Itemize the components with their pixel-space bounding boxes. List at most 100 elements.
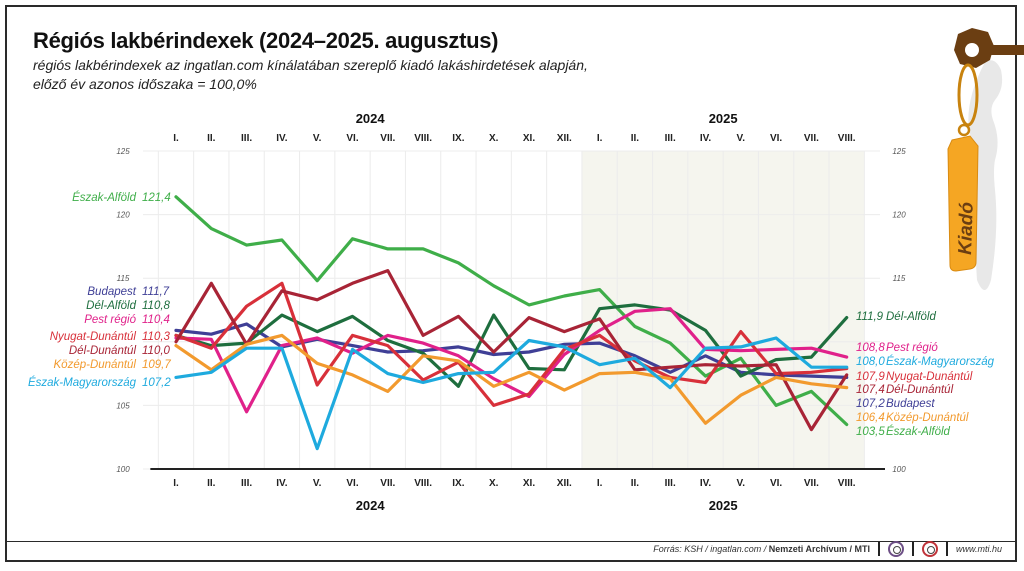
y-tick-label-right: 125 [892, 147, 906, 156]
end-label-name: Észak-Magyarország [886, 355, 995, 368]
end-label-value: 108,0 [856, 356, 885, 368]
series-line-észak-magyarország [174, 336, 849, 451]
end-label-value: 107,2 [856, 398, 885, 410]
footer-separator [911, 542, 914, 556]
x-tick-label-bottom: II. [207, 478, 216, 489]
start-label-name: Pest régió [84, 314, 136, 326]
end-label-name: Budapest [886, 398, 935, 410]
footer: Forrás: KSH / ingatlan.com / Nemzeti Arc… [653, 541, 1002, 557]
x-tick-label-bottom: IX. [452, 478, 464, 489]
source-prefix: Forrás: KSH / ingatlan.com / [653, 544, 769, 554]
x-tick-label-top: VI. [770, 133, 782, 144]
end-label-name: Közép-Dunántúl [886, 412, 969, 424]
start-label-name: Észak-Magyarország [28, 376, 137, 389]
year-label-bottom: 2025 [709, 498, 738, 513]
x-tick-label-top: V. [313, 133, 322, 144]
x-tick-label-bottom: VI. [770, 478, 782, 489]
chart-title: Régiós lakbérindexek (2024–2025. auguszt… [33, 28, 499, 53]
x-tick-label-top: IX. [452, 133, 464, 144]
series-line-pest-régió [174, 307, 849, 414]
key-hole [965, 43, 979, 57]
start-label-value: 109,7 [142, 359, 171, 371]
start-label-value: 107,2 [142, 377, 171, 389]
x-tick-label-bottom: XII. [557, 478, 572, 489]
start-label-name: Budapest [87, 286, 136, 298]
x-tick-label-top: IV. [276, 133, 288, 144]
start-label-name: Közép-Dunántúl [54, 359, 137, 371]
end-label-name: Pest régió [886, 342, 938, 354]
x-tick-label-bottom: III. [665, 478, 676, 489]
mti-url-link[interactable]: www.mti.hu [955, 544, 1002, 554]
series-line-közép-dunántúl [174, 333, 849, 425]
year-label-top: 2024 [356, 111, 386, 126]
x-tick-label-top: V. [737, 133, 746, 144]
start-label-value: 110,4 [142, 314, 170, 326]
footer-separator [877, 542, 880, 556]
end-label-value: 107,4 [856, 384, 885, 396]
key-with-tag-icon: Kiadó [947, 28, 1024, 291]
series-line-nyugat-dunántúl [174, 281, 849, 407]
start-label-value: 110,8 [142, 300, 171, 312]
end-label-value: 106,4 [856, 412, 885, 424]
x-tick-label-top: III. [241, 133, 252, 144]
source-bold: Nemzeti Archívum / MTI [768, 544, 870, 554]
x-tick-label-bottom: I. [173, 478, 179, 489]
series-line-dél-dunántúl [174, 269, 849, 432]
x-tick-label-top: II. [631, 133, 640, 144]
x-tick-label-top: II. [207, 133, 216, 144]
footer-divider [5, 541, 1017, 542]
x-tick-label-top: I. [173, 133, 179, 144]
x-tick-label-bottom: VII. [380, 478, 395, 489]
end-label-name: Dél-Alföld [886, 311, 936, 323]
x-tick-label-bottom: VIII. [414, 478, 432, 489]
x-tick-label-bottom: I. [597, 478, 603, 489]
x-tick-label-bottom: III. [241, 478, 252, 489]
start-label-name: Dél-Dunántúl [69, 345, 137, 357]
start-label-value: 110,3 [142, 331, 171, 343]
y-tick-label-right: 120 [892, 211, 906, 220]
x-tick-label-top: XII. [557, 133, 572, 144]
x-tick-label-bottom: VI. [346, 478, 358, 489]
footer-separator [945, 542, 948, 556]
tag-text: Kiadó [955, 202, 978, 255]
y-tick-label-left: 115 [117, 274, 130, 283]
x-tick-label-top: IV. [700, 133, 712, 144]
x-tick-label-bottom: V. [313, 478, 322, 489]
end-label-name: Nyugat-Dunántúl [886, 371, 973, 383]
start-label-value: 110,0 [142, 345, 171, 357]
x-tick-label-bottom: II. [631, 478, 640, 489]
y-tick-label-left: 120 [116, 211, 130, 220]
end-label-value: 107,9 [856, 371, 885, 383]
x-tick-label-top: I. [597, 133, 603, 144]
end-label-name: Dél-Dunántúl [886, 384, 954, 396]
x-tick-label-top: X. [489, 133, 499, 144]
year-label-top: 2025 [709, 111, 738, 126]
series-line-észak-alföld [174, 195, 849, 427]
source-text: Forrás: KSH / ingatlan.com / Nemzeti Arc… [653, 544, 870, 554]
y-tick-label-left: 100 [116, 465, 130, 474]
price-tag [947, 135, 979, 272]
key-shaft [990, 45, 1024, 55]
end-label-value: 103,5 [856, 426, 885, 438]
year-label-bottom: 2024 [356, 498, 386, 513]
nemzeti-archivum-logo-icon [887, 541, 904, 557]
start-label-value: 111,7 [142, 286, 170, 298]
x-tick-label-top: XI. [523, 133, 535, 144]
start-label-value: 121,4 [142, 192, 171, 204]
x-tick-label-top: VIII. [414, 133, 432, 144]
x-tick-label-bottom: IV. [700, 478, 712, 489]
mti-logo-icon [921, 541, 938, 557]
end-label-name: Észak-Alföld [886, 425, 951, 438]
start-label-name: Nyugat-Dunántúl [50, 331, 137, 343]
x-tick-label-bottom: XI. [523, 478, 535, 489]
x-tick-label-bottom: VIII. [838, 478, 856, 489]
x-tick-label-top: VIII. [838, 133, 856, 144]
y-tick-label-left: 105 [116, 401, 130, 410]
x-tick-label-bottom: IV. [276, 478, 288, 489]
y-tick-label-left: 125 [116, 147, 130, 156]
x-tick-label-top: III. [665, 133, 676, 144]
x-tick-label-bottom: X. [489, 478, 499, 489]
x-tick-label-bottom: V. [737, 478, 746, 489]
tag-ring [957, 123, 971, 137]
